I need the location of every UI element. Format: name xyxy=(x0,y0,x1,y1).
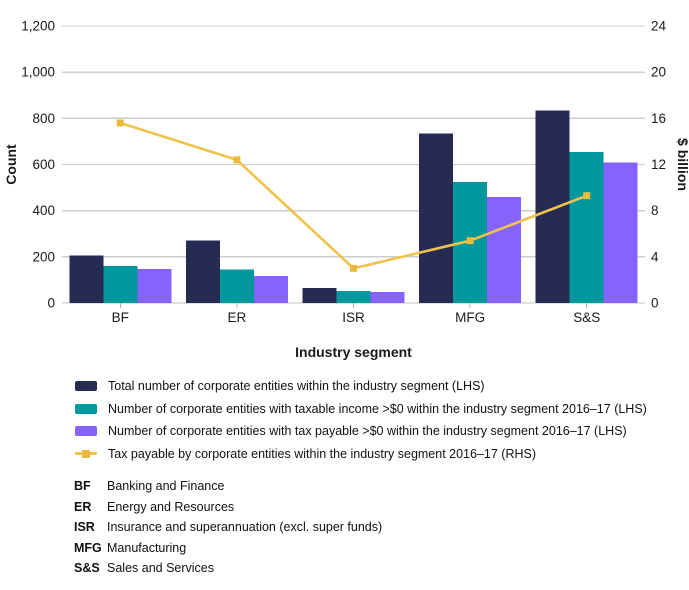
svg-text:1,200: 1,200 xyxy=(21,19,55,34)
legend-swatch-2 xyxy=(75,426,97,437)
legend-swatch-line xyxy=(75,449,97,459)
abbreviation-definition: Banking and Finance xyxy=(107,479,225,493)
y-axis-title-right: $ billion xyxy=(675,138,689,191)
svg-text:1,000: 1,000 xyxy=(21,65,55,80)
abbreviation-row: MFG Manufacturing xyxy=(74,541,689,562)
abbreviation-row: ISR Insurance and superannuation (excl. … xyxy=(74,520,689,541)
svg-text:ER: ER xyxy=(228,310,247,325)
svg-text:200: 200 xyxy=(32,249,55,264)
svg-text:ISR: ISR xyxy=(342,310,365,325)
abbreviation-key: ER xyxy=(74,499,92,514)
legend-label: Total number of corporate entities withi… xyxy=(108,379,485,394)
legend-label: Number of corporate entities with tax pa… xyxy=(108,424,627,439)
abbreviation-row: BF Banking and Finance xyxy=(74,479,689,500)
abbreviation-row: ER Energy and Resources xyxy=(74,500,689,521)
legend-item-total-entities: Total number of corporate entities withi… xyxy=(75,375,689,398)
svg-text:8: 8 xyxy=(651,203,659,218)
legend-label: Tax payable by corporate entities within… xyxy=(108,446,537,461)
abbreviation-definition: Sales and Services xyxy=(107,561,215,575)
line-swatch-marker xyxy=(82,449,90,458)
abbreviation-list: BF Banking and Finance ER Energy and Res… xyxy=(74,479,689,582)
svg-text:4: 4 xyxy=(651,249,659,264)
abbreviation-key: ISR xyxy=(74,520,95,534)
abbreviation-key: MFG xyxy=(74,540,102,555)
chart-svg: 0 0 200 4 400 8 600 12 800 16 1,000 20 1,200 24 BF ER IS… xyxy=(3,19,689,361)
svg-text:16: 16 xyxy=(651,111,666,126)
legend-swatch-1 xyxy=(75,403,97,414)
svg-text:600: 600 xyxy=(32,157,55,172)
svg-text:24: 24 xyxy=(651,19,667,34)
svg-text:800: 800 xyxy=(32,111,55,126)
svg-text:400: 400 xyxy=(32,203,55,218)
svg-text:S&S: S&S xyxy=(573,310,600,325)
legend-label: Number of corporate entities with taxabl… xyxy=(108,401,647,416)
abbreviation-definition: Insurance and superannuation (excl. supe… xyxy=(107,520,383,534)
svg-text:0: 0 xyxy=(651,296,659,311)
legend-swatch-0 xyxy=(75,381,97,392)
svg-text:20: 20 xyxy=(651,65,666,80)
legend-item-tax-payable-line: Tax payable by corporate entities within… xyxy=(75,443,689,466)
y-axis-title-left: Count xyxy=(3,144,19,185)
svg-text:12: 12 xyxy=(651,157,666,172)
abbreviation-row: S&S Sales and Services xyxy=(74,561,689,582)
legend-item-tax-payable-count: Number of corporate entities with tax pa… xyxy=(75,420,689,443)
chart-legend: Total number of corporate entities withi… xyxy=(75,375,689,465)
abbreviation-key: S&S xyxy=(74,561,100,575)
abbreviation-definition: Manufacturing xyxy=(107,540,187,555)
svg-text:0: 0 xyxy=(47,296,55,311)
legend-item-taxable-income: Number of corporate entities with taxabl… xyxy=(75,398,689,421)
abbreviation-definition: Energy and Resources xyxy=(107,499,235,514)
x-axis-title: Industry segment xyxy=(295,344,412,360)
svg-text:MFG: MFG xyxy=(455,310,485,325)
svg-text:BF: BF xyxy=(112,310,129,325)
abbreviation-key: BF xyxy=(74,479,91,493)
